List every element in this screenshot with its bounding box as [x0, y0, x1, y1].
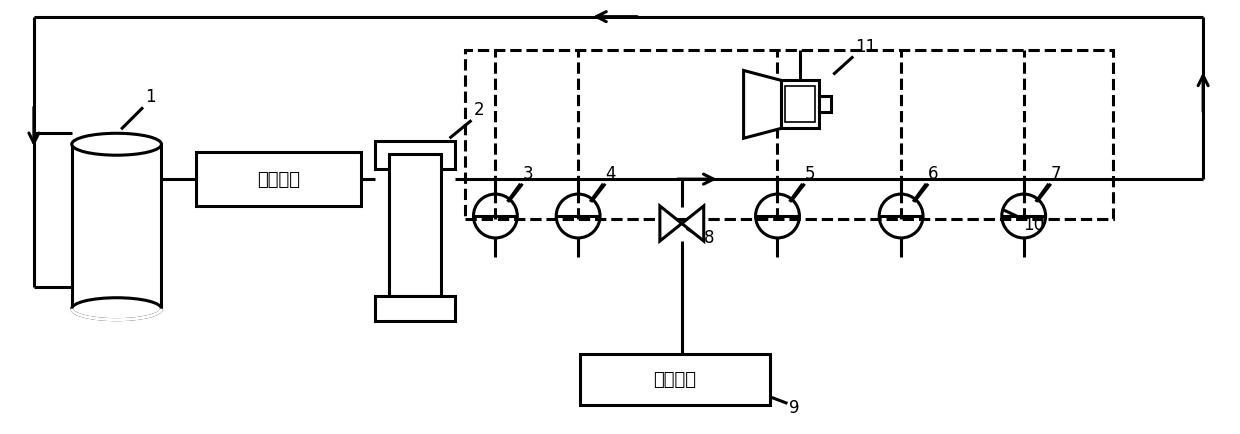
- Text: 9: 9: [790, 398, 800, 417]
- Text: 泄漏单元: 泄漏单元: [653, 371, 697, 388]
- Bar: [374, 296, 455, 321]
- Text: 5: 5: [805, 164, 815, 182]
- Text: 1: 1: [145, 88, 156, 106]
- Text: 2: 2: [474, 101, 484, 119]
- Text: 7: 7: [1050, 164, 1061, 182]
- Bar: [465, 50, 1114, 220]
- Text: 11: 11: [856, 37, 877, 56]
- Bar: [785, 87, 816, 123]
- Bar: [389, 155, 440, 296]
- Text: 6: 6: [928, 164, 939, 182]
- Bar: [781, 81, 820, 129]
- Text: 3: 3: [522, 164, 533, 182]
- Bar: [196, 153, 361, 207]
- Ellipse shape: [72, 298, 161, 320]
- Bar: [374, 142, 455, 170]
- Bar: [820, 97, 831, 113]
- Polygon shape: [744, 71, 781, 139]
- Text: 动力系统: 动力系统: [257, 171, 300, 189]
- Bar: [580, 354, 770, 405]
- Polygon shape: [660, 207, 682, 241]
- Text: 8: 8: [704, 229, 714, 247]
- Polygon shape: [682, 207, 704, 241]
- Text: 10: 10: [1023, 215, 1044, 233]
- Text: 4: 4: [605, 164, 615, 182]
- Ellipse shape: [72, 134, 161, 156]
